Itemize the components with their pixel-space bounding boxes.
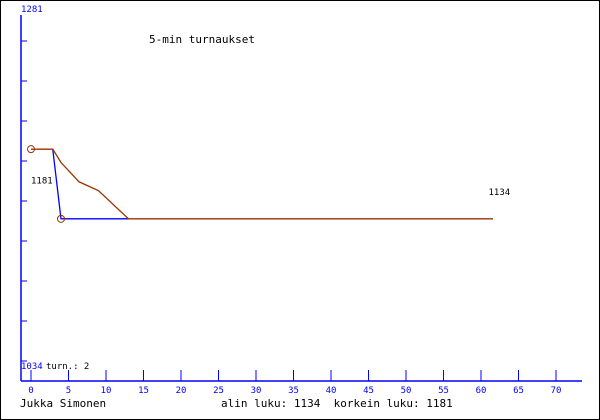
x-tick-label: 60 bbox=[476, 386, 487, 396]
footer-stats: alin luku: 1134 korkein luku: 1181 bbox=[221, 397, 453, 410]
x-tick-label: 25 bbox=[213, 386, 224, 396]
x-tick-label: 55 bbox=[438, 386, 449, 396]
data-marker bbox=[57, 214, 65, 223]
footer-author: Jukka Simonen bbox=[20, 397, 107, 410]
value-annotation: 1134 bbox=[489, 188, 511, 198]
x-tick-label: 0 bbox=[28, 386, 33, 396]
x-tick-label: 50 bbox=[401, 386, 412, 396]
x-tick-label: 65 bbox=[513, 386, 524, 396]
x-tick-label: 30 bbox=[251, 386, 262, 396]
x-tick-label: 70 bbox=[551, 386, 562, 396]
x-tick-label: 10 bbox=[101, 386, 112, 396]
turns-label: turn.: 2 bbox=[46, 362, 89, 372]
series-blue bbox=[52, 149, 129, 220]
x-tick-label: 40 bbox=[326, 386, 337, 396]
x-tick-label: 15 bbox=[138, 386, 149, 396]
data-marker bbox=[27, 145, 35, 154]
y-min-label: 1034 bbox=[21, 362, 43, 372]
series-brown bbox=[31, 148, 493, 220]
value-annotation: 1181 bbox=[31, 176, 53, 186]
y-max-label: 1281 bbox=[21, 5, 43, 15]
x-tick-label: 35 bbox=[288, 386, 299, 396]
x-tick-label: 20 bbox=[176, 386, 187, 396]
x-tick-label: 5 bbox=[66, 386, 71, 396]
x-tick-label: 45 bbox=[363, 386, 374, 396]
chart-title: 5-min turnaukset bbox=[149, 33, 255, 46]
